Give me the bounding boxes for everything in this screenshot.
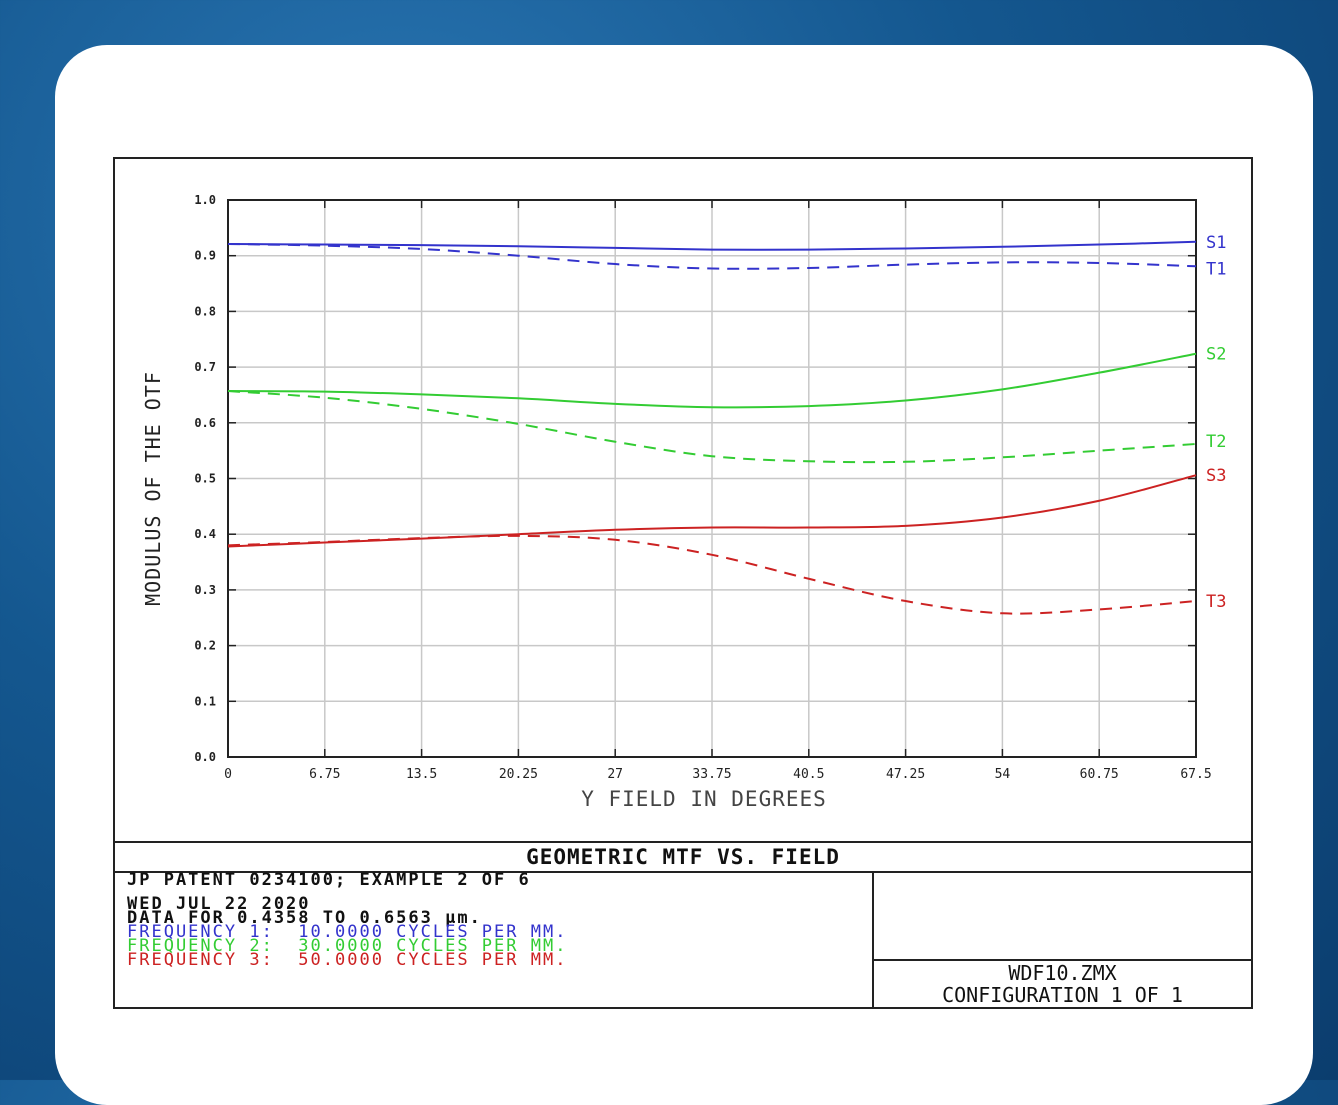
series-line-t2 — [227, 390, 1197, 464]
y-tick-label: 0.9 — [194, 249, 216, 263]
date-line: WED JUL 22 2020 — [127, 894, 311, 914]
series-label-t3: T3 — [1206, 592, 1226, 612]
series-label-t2: T2 — [1206, 432, 1226, 452]
y-tick-label: 0.5 — [194, 472, 216, 486]
y-tick-label: 0.1 — [194, 694, 216, 708]
y-tick-label: 0.8 — [194, 304, 216, 318]
plot-frame — [113, 157, 1253, 1009]
frequency-1-line: FREQUENCY 1: 10.0000 CYCLES PER MM. — [127, 922, 568, 942]
y-tick-label: 0.3 — [194, 583, 216, 597]
info-blank-box — [874, 871, 1251, 961]
file-name: WDF10.ZMX — [1008, 961, 1117, 985]
x-tick-label: 13.5 — [406, 767, 437, 782]
x-tick-label: 27 — [607, 767, 623, 782]
series-label-s3: S3 — [1206, 466, 1226, 486]
chart-title: GEOMETRIC MTF VS. FIELD — [115, 843, 1251, 873]
y-tick-label: 0.2 — [194, 639, 216, 653]
y-tick-label: 0.6 — [194, 416, 216, 430]
series-label-s2: S2 — [1206, 345, 1226, 365]
info-divider — [872, 871, 874, 1009]
series-label-s1: S1 — [1206, 233, 1226, 253]
y-tick-label: 0.0 — [194, 750, 216, 764]
series-line-s2 — [227, 352, 1197, 409]
wavelength-line: DATA FOR 0.4358 TO 0.6563 µm. — [127, 908, 482, 928]
x-tick-label: 54 — [995, 767, 1011, 782]
series-label-t1: T1 — [1206, 259, 1226, 279]
y-axis-label: MODULUS OF THE OTF — [141, 371, 165, 606]
x-tick-label: 60.75 — [1080, 767, 1119, 782]
file-box: WDF10.ZMX CONFIGURATION 1 OF 1 — [874, 959, 1251, 1009]
x-tick-label: 20.25 — [499, 767, 538, 782]
mtf-chart: 0 6.75 13.5 20.25 27 33.75 40.5 47.25 54 60.75 67.… — [141, 193, 1226, 811]
x-tick-label: 47.25 — [886, 767, 925, 782]
frequency-3-line: FREQUENCY 3: 50.0000 CYCLES PER MM. — [127, 950, 568, 970]
frequency-2-line: FREQUENCY 2: 30.0000 CYCLES PER MM. — [127, 936, 568, 956]
series-line-s1 — [227, 240, 1197, 251]
x-tick-label: 67.5 — [1180, 767, 1211, 782]
x-tick-label: 33.75 — [692, 767, 731, 782]
info-panel: GEOMETRIC MTF VS. FIELD JP PATENT 023410… — [115, 841, 1251, 1009]
x-axis-label: Y FIELD IN DEGREES — [581, 787, 827, 811]
x-tick-label: 0 — [224, 767, 232, 782]
y-tick-label: 1.0 — [194, 193, 216, 207]
x-tick-label: 40.5 — [793, 767, 824, 782]
series-line-t3 — [227, 534, 1197, 615]
info-details: JP PATENT 0234100; EXAMPLE 2 OF 6 WED JU… — [127, 871, 867, 1007]
patent-line: JP PATENT 0234100; EXAMPLE 2 OF 6 — [127, 870, 531, 890]
x-tick-label: 6.75 — [309, 767, 340, 782]
y-tick-label: 0.7 — [194, 360, 216, 374]
configuration-label: CONFIGURATION 1 OF 1 — [942, 983, 1183, 1007]
plot-area — [227, 199, 1197, 758]
series-line-t1 — [227, 243, 1197, 270]
y-tick-label: 0.4 — [194, 527, 216, 541]
